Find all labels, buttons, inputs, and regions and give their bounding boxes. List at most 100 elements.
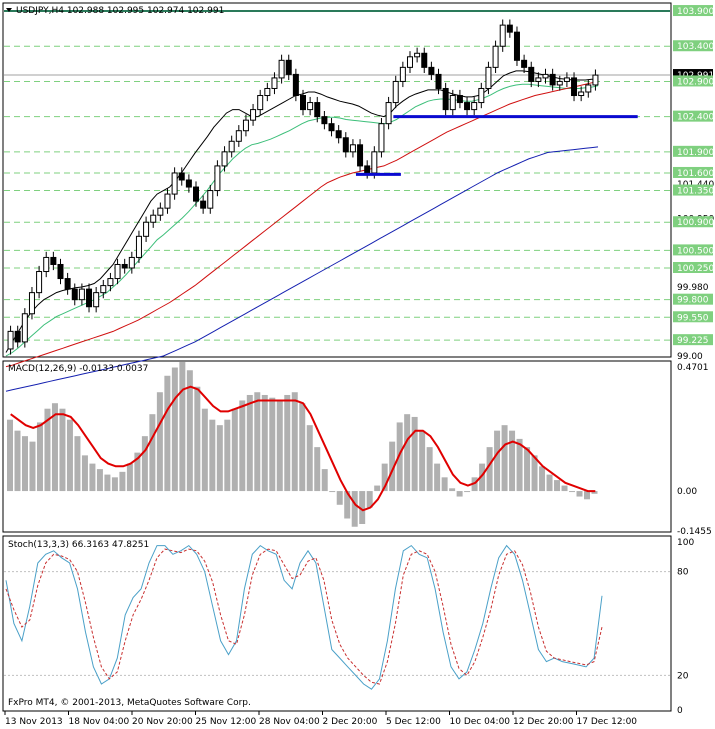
- candle-body-82: [592, 74, 599, 86]
- candle-body-4: [36, 271, 43, 294]
- candle-body-74: [535, 77, 542, 82]
- candle-body-27: [200, 200, 207, 209]
- stoch-axis: 100 80 20 0: [677, 538, 694, 716]
- candle-body-20: [150, 214, 157, 223]
- candle-body-21: [157, 207, 164, 216]
- time-tick-8: 12 Dec 20:00: [513, 717, 574, 727]
- macd-bar-18: [141, 436, 148, 492]
- price-tick-3: 102.900: [677, 77, 714, 87]
- macd-bar-53: [404, 414, 411, 492]
- price-gridlines: [4, 10, 670, 341]
- moving-average-1: [5, 83, 599, 357]
- macd-bar-45: [344, 491, 351, 519]
- candle-body-16: [121, 263, 128, 269]
- macd-bar-60: [456, 491, 463, 497]
- price-tag-bg-8: [673, 184, 713, 196]
- price-axis: 103.900103.400102.991102.900102.400101.9…: [673, 5, 714, 362]
- candle-body-12: [93, 292, 100, 308]
- moving-average-3: [5, 146, 599, 392]
- macd-bar-11: [89, 463, 96, 492]
- stoch-title: Stoch(13,3,3) 66.3163 47.8251: [8, 540, 149, 550]
- candle-body-45: [328, 123, 335, 132]
- time-axis: 13 Nov 2013 18 Nov 04:00 20 Nov 20:00 25 No…: [4, 711, 638, 727]
- macd-bar-75: [569, 491, 576, 493]
- candle-body-61: [442, 87, 449, 111]
- candle-body-50: [364, 165, 371, 174]
- macd-bar-16: [126, 463, 133, 492]
- candle-body-19: [143, 221, 150, 237]
- stoch-panel-frame: [2, 535, 672, 712]
- stoch-line-0: [5, 544, 603, 690]
- macd-bar-51: [389, 441, 396, 492]
- candle-body-51: [371, 151, 378, 174]
- candle-body-72: [521, 59, 528, 68]
- macd-tick-0: 0.4701: [677, 363, 709, 373]
- price-title: USDJPY,H4 102.988 102.995 102.974 102.99…: [16, 6, 224, 16]
- macd-bar-28: [216, 425, 223, 492]
- macd-bar-6: [51, 403, 58, 492]
- macd-bar-15: [119, 471, 126, 492]
- time-tick-4: 28 Nov 04:00: [259, 717, 320, 727]
- dropdown-icon[interactable]: [6, 8, 12, 12]
- stoch-tick-1: 80: [677, 568, 689, 578]
- macd-bar-47: [359, 491, 366, 524]
- copyright-text: FxPro MT4, © 2001-2013, MetaQuotes Softw…: [8, 698, 251, 708]
- macd-signal: [10, 385, 596, 512]
- macd-bar-14: [111, 477, 118, 492]
- macd-bar-19: [149, 414, 156, 492]
- candle-body-79: [571, 77, 578, 97]
- macd-bar-27: [209, 419, 216, 492]
- candles: [7, 19, 599, 355]
- support-lines: [355, 115, 638, 176]
- candle-body-7: [57, 263, 64, 280]
- macd-bar-52: [396, 422, 403, 492]
- candle-body-34: [250, 109, 257, 121]
- macd-bar-26: [201, 408, 208, 492]
- candle-body-17: [128, 256, 135, 269]
- candle-body-54: [392, 80, 399, 104]
- macd-bar-73: [554, 480, 561, 492]
- price-tag-bg-4: [673, 110, 713, 122]
- candle-body-24: [178, 172, 185, 181]
- macd-bar-13: [104, 474, 111, 492]
- macd-bar-44: [336, 491, 343, 505]
- candle-body-31: [228, 140, 235, 153]
- macd-bar-69: [524, 447, 531, 492]
- stoch-tick-2: 20: [677, 671, 689, 681]
- candle-body-30: [221, 151, 228, 167]
- current-price-tag-bg: [673, 69, 713, 81]
- candle-body-78: [563, 77, 570, 82]
- candle-body-75: [542, 73, 549, 79]
- macd-bar-34: [261, 394, 268, 492]
- macd-bar-48: [366, 491, 373, 508]
- price-tag-bg-0: [673, 5, 713, 17]
- macd-bar-8: [66, 419, 73, 492]
- macd-bar-74: [561, 485, 568, 492]
- candle-body-40: [292, 73, 299, 97]
- macd-bar-23: [179, 362, 186, 492]
- macd-bar-36: [276, 400, 283, 492]
- macd-bar-21: [164, 375, 171, 492]
- macd-bar-40: [306, 425, 313, 492]
- macd-bar-4: [36, 422, 43, 492]
- macd-bar-10: [81, 455, 88, 492]
- stoch-lines: [5, 544, 603, 690]
- candle-body-37: [271, 77, 278, 89]
- candle-body-33: [242, 119, 249, 132]
- macd-bar-29: [224, 419, 231, 492]
- macd-bar-59: [449, 488, 456, 492]
- candle-body-58: [421, 52, 428, 68]
- candle-body-57: [414, 52, 421, 58]
- price-tag-bg-12: [673, 262, 713, 273]
- stoch-tick-0: 100: [677, 538, 694, 548]
- candle-body-13: [100, 285, 107, 294]
- candle-body-47: [342, 137, 349, 153]
- price-tick-5: 101.900: [677, 148, 714, 158]
- macd-bar-70: [531, 455, 538, 492]
- macd-bar-20: [156, 392, 163, 492]
- time-tick-9: 17 Dec 12:00: [577, 717, 638, 727]
- macd-bar-3: [29, 441, 36, 492]
- candle-body-6: [50, 256, 57, 265]
- candle-body-18: [135, 235, 142, 258]
